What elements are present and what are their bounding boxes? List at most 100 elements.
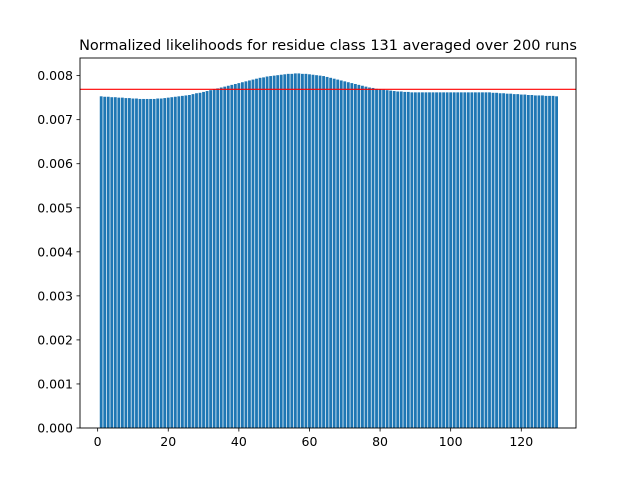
bar: [548, 95, 551, 428]
bar: [99, 96, 103, 429]
bar: [191, 94, 195, 428]
bar: [438, 92, 442, 428]
bar: [223, 86, 227, 428]
bar: [110, 97, 114, 428]
bar: [353, 83, 357, 428]
bar: [212, 89, 216, 429]
bar: [272, 75, 276, 428]
bar: [188, 95, 191, 428]
bar: [484, 92, 488, 428]
x-tick-label: 20: [160, 434, 176, 449]
y-axis: 0.000 0.001 0.002 0.003 0.004 0.005 0.006 0.007…: [37, 68, 80, 436]
bar: [198, 92, 202, 429]
bar: [555, 96, 558, 429]
bar: [428, 92, 431, 428]
bar: [544, 95, 548, 428]
bar: [290, 73, 294, 428]
bar: [244, 81, 248, 428]
bar: [442, 92, 446, 428]
bar: [346, 82, 350, 428]
bar: [466, 92, 470, 428]
x-tick-label: 80: [372, 434, 388, 449]
bar: [240, 82, 244, 428]
y-tick-label: 0.004: [37, 244, 73, 259]
bar: [512, 94, 516, 428]
bar: [488, 92, 491, 428]
bar: [265, 76, 269, 428]
bar: [495, 92, 498, 429]
bar: [276, 75, 280, 428]
bar: [293, 73, 297, 429]
bar: [149, 98, 153, 428]
bar: [459, 92, 463, 428]
bar: [456, 92, 460, 428]
bar: [431, 92, 435, 428]
bar: [375, 88, 378, 428]
bar: [166, 97, 170, 429]
bar: [233, 83, 237, 428]
bar: [279, 74, 283, 428]
bar: [336, 79, 340, 428]
bar: [145, 98, 149, 428]
bar: [382, 89, 386, 428]
bar: [248, 80, 251, 428]
bar: [311, 74, 315, 428]
bar: [530, 95, 534, 428]
bar: [226, 85, 230, 428]
bar: [403, 91, 407, 429]
bar: [103, 96, 107, 428]
bar: [322, 76, 325, 429]
y-tick-label: 0.007: [37, 112, 73, 127]
bar: [219, 87, 223, 428]
bar: [332, 78, 336, 428]
bar: [142, 98, 145, 428]
bar: [202, 91, 205, 429]
bar: [255, 78, 258, 428]
bar: [361, 85, 364, 428]
bar: [385, 90, 389, 429]
x-tick-label: 100: [439, 434, 463, 449]
bar: [509, 93, 513, 428]
bar: [283, 74, 287, 429]
bar: [368, 87, 371, 428]
x-tick-label: 0: [94, 434, 102, 449]
bar: [389, 90, 393, 428]
bar: [406, 91, 410, 429]
y-tick-label: 0.002: [37, 332, 73, 347]
bar: [357, 84, 361, 428]
bar: [399, 91, 403, 428]
bar: [308, 74, 311, 429]
x-axis: 0 20 40 60 80 100 120: [94, 428, 533, 449]
bar: [396, 91, 400, 428]
bar: [470, 92, 474, 428]
bar: [216, 88, 220, 429]
bar: [491, 92, 495, 429]
bar: [180, 95, 184, 428]
bar: [477, 92, 481, 428]
bar: [237, 83, 241, 428]
bar: [230, 84, 234, 428]
x-tick-label: 60: [302, 434, 318, 449]
chart-title: Normalized likelihoods for residue class…: [79, 38, 577, 54]
bar: [205, 91, 209, 429]
bar: [516, 94, 520, 428]
bar: [286, 73, 290, 428]
bar: [262, 77, 265, 428]
bar: [519, 94, 523, 429]
bar: [350, 83, 354, 428]
y-tick-label: 0.003: [37, 288, 73, 303]
bar: [413, 92, 417, 428]
bar: [128, 98, 131, 428]
bar: [124, 98, 128, 428]
bar: [445, 92, 449, 428]
x-tick-label: 120: [509, 434, 533, 449]
bar: [138, 98, 142, 428]
bar: [318, 75, 322, 428]
bar: [473, 92, 477, 428]
bar: [131, 98, 135, 429]
bar: [184, 95, 188, 428]
bar: [343, 81, 347, 428]
bar: [251, 79, 255, 428]
bar: [269, 76, 273, 429]
